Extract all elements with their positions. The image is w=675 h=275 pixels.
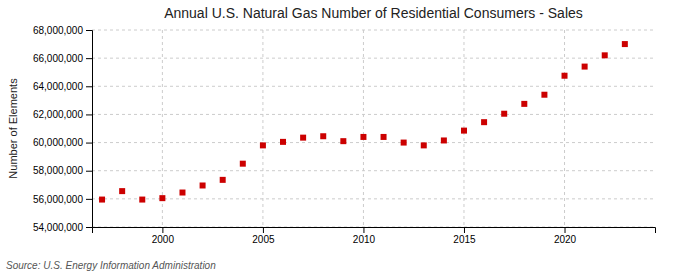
y-tick: 56,000,000 (33, 194, 92, 205)
point (99, 197, 105, 203)
x-tick: 2010 (353, 227, 376, 245)
point (421, 142, 427, 148)
y-tick-label: 54,000,000 (33, 222, 83, 233)
source: Source: U.S. Energy Information Administ… (6, 260, 216, 271)
point (622, 41, 628, 47)
x-grid-line (564, 30, 565, 227)
y-tick-label: 66,000,000 (33, 53, 83, 64)
y-tick-label: 64,000,000 (33, 81, 83, 92)
y-grid-line (92, 170, 655, 171)
point (481, 119, 487, 125)
y-grid-line (92, 198, 655, 199)
point (220, 177, 226, 183)
point (340, 138, 346, 144)
y-tick-mark (86, 143, 92, 144)
y-tick-mark (86, 199, 92, 200)
point (602, 52, 608, 58)
x-tick-mark (363, 227, 364, 233)
y-tick: 64,000,000 (33, 81, 92, 92)
point (179, 190, 185, 196)
chart: 2000 2005 2010 2015 2020 54,000,000 56,000,000… (0, 0, 675, 275)
x-tick: 2005 (252, 227, 275, 245)
y-axis: 54,000,000 56,000,000 58,000,000 60,000,000… (33, 25, 93, 233)
y-tick-mark (86, 171, 92, 172)
y-tick: 62,000,000 (33, 109, 92, 120)
point (582, 64, 588, 70)
x-tick-label: 2020 (554, 234, 577, 245)
y-grid-line (92, 142, 655, 143)
y-tick: 68,000,000 (33, 25, 92, 36)
x-axis: 2000 2005 2010 2015 2020 (93, 227, 656, 245)
y-tick: 66,000,000 (33, 53, 92, 64)
plot: 2000 2005 2010 2015 2020 54,000,000 56,000,000… (33, 25, 656, 245)
x-grid-line (262, 30, 263, 227)
y-tick-label: 58,000,000 (33, 165, 83, 176)
x-tick-mark (464, 227, 465, 233)
x-tick-mark (565, 227, 566, 233)
point (320, 133, 326, 139)
point (441, 137, 447, 143)
x-tick-mark (162, 227, 163, 233)
grid (92, 30, 655, 227)
y-grid-line (92, 86, 655, 87)
point (159, 195, 165, 201)
point (521, 101, 527, 107)
x-grid-line (363, 30, 364, 227)
point (260, 142, 266, 148)
point (139, 197, 145, 203)
y-tick-label: 56,000,000 (33, 194, 83, 205)
x-axis-line (93, 228, 656, 234)
y-tick: 60,000,000 (33, 137, 92, 148)
y-tick-mark (86, 58, 92, 59)
y-tick-mark (86, 30, 92, 31)
point (381, 134, 387, 140)
x-tick-label: 2005 (252, 234, 275, 245)
point (119, 188, 125, 194)
markers (99, 41, 628, 202)
point (300, 135, 306, 141)
y-tick-mark (86, 86, 92, 87)
point (541, 92, 547, 98)
x-tick-label: 2010 (353, 234, 376, 245)
x-tick: 2000 (152, 227, 175, 245)
y-tick-label: 62,000,000 (33, 109, 83, 120)
point (401, 140, 407, 146)
point (280, 139, 286, 145)
x-tick-label: 2000 (152, 234, 175, 245)
point (461, 128, 467, 134)
y-grid-line (92, 30, 655, 31)
y-tick-mark (86, 227, 92, 228)
y-tick: 58,000,000 (33, 165, 92, 176)
point (240, 161, 246, 167)
x-tick: 2015 (453, 227, 476, 245)
x-tick-mark (263, 227, 264, 233)
point (501, 111, 507, 117)
title: Annual U.S. Natural Gas Number of Reside… (164, 5, 583, 21)
y-tick-label: 60,000,000 (33, 137, 83, 148)
y-tick-mark (86, 114, 92, 115)
y-tick-label: 68,000,000 (33, 25, 83, 36)
y-axis-line (86, 31, 93, 228)
y-grid-line (92, 114, 655, 115)
x-tick-label: 2015 (453, 234, 476, 245)
point (200, 182, 206, 188)
y-tick: 54,000,000 (33, 222, 92, 233)
y-grid-line (92, 58, 655, 59)
y-axis-title: Number of Elements (7, 78, 19, 179)
x-tick: 2020 (554, 227, 577, 245)
point (562, 73, 568, 79)
point (360, 134, 366, 140)
